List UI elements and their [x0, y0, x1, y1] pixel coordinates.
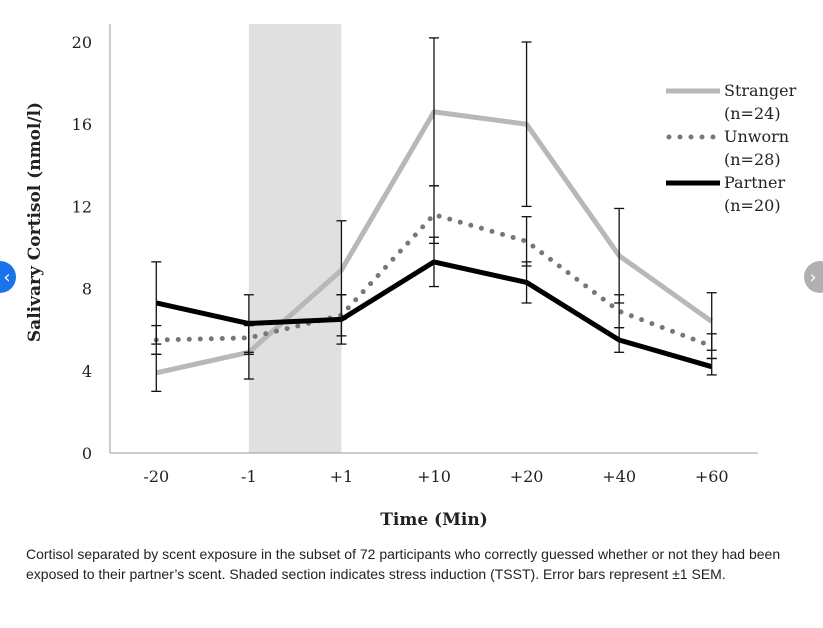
series-layer: [151, 37, 717, 393]
x-tick-label: +1: [330, 467, 354, 486]
x-tick-label: +20: [510, 467, 544, 486]
error-bar-partner: [336, 294, 347, 345]
error-bar-partner: [151, 261, 162, 345]
cortisol-line-chart: 0 4 8 12 16 20 -20 -1 +1 +10 +20 +40 +60 Stranger (n…: [25, 24, 797, 530]
error-bar-partner: [429, 236, 439, 288]
x-tick-label: -20: [143, 467, 169, 486]
legend-label-partner: Partner: [724, 173, 785, 192]
legend-label-stranger: (n=24): [724, 104, 781, 123]
figure-caption: Cortisol separated by scent exposure in …: [26, 546, 781, 582]
error-bar-partner: [614, 326, 625, 353]
y-tick-label: 20: [72, 33, 92, 52]
error-bar-partner: [706, 357, 717, 376]
x-tick-label: +40: [602, 467, 636, 486]
x-tick-label: +60: [695, 467, 729, 486]
chevron-left-icon: ‹: [3, 266, 11, 288]
error-bar-partner: [243, 294, 254, 353]
previous-slide-button[interactable]: ‹: [0, 261, 16, 293]
y-tick-label: 8: [82, 280, 92, 299]
stress-induction-shaded-region: [248, 24, 342, 453]
x-axis-title: Time (Min): [380, 510, 488, 530]
x-tick-label: -1: [241, 467, 257, 486]
x-axis-ticks: -20 -1 +1 +10 +20 +40 +60: [143, 467, 728, 486]
y-axis-ticks: 0 4 8 12 16 20: [72, 33, 92, 463]
chart-legend: Stranger (n=24) Unworn (n=28) Partner (n=20): [666, 81, 797, 215]
chevron-right-icon: ›: [809, 266, 817, 288]
legend-item-partner: Partner (n=20): [666, 173, 785, 215]
chart-axes: [109, 24, 758, 454]
y-tick-label: 16: [72, 115, 92, 134]
y-axis-title: Salivary Cortisol (nmol/l): [25, 102, 45, 342]
legend-label-partner: (n=20): [724, 196, 781, 215]
error-bar-stranger: [521, 41, 532, 208]
y-tick-label: 0: [82, 444, 92, 463]
legend-item-stranger: Stranger (n=24): [666, 81, 797, 123]
y-tick-label: 12: [72, 197, 92, 216]
series-partner: [151, 236, 717, 376]
error-bar-unworn: [706, 333, 717, 360]
error-bar-partner: [521, 261, 532, 304]
y-tick-label: 4: [82, 362, 92, 381]
legend-item-unworn: Unworn (n=28): [666, 127, 789, 169]
next-slide-button[interactable]: ›: [804, 261, 823, 293]
legend-label-unworn: Unworn: [724, 127, 789, 146]
legend-label-stranger: Stranger: [724, 81, 797, 100]
legend-label-unworn: (n=28): [724, 150, 781, 169]
x-tick-label: +10: [417, 467, 451, 486]
